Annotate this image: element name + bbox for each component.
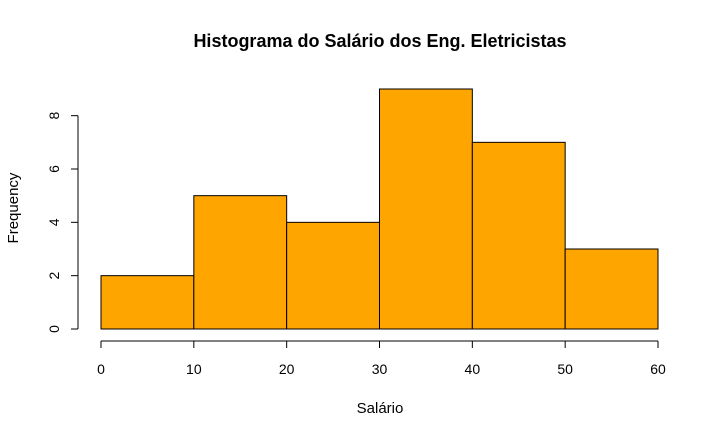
histogram-bar: [193, 195, 288, 330]
histogram-bar: [100, 275, 195, 330]
histogram-bar: [471, 141, 566, 330]
x-tick-label: 40: [465, 361, 481, 377]
x-axis: 0 10 20 30 40 50 60: [97, 340, 666, 377]
bars-group: [100, 88, 659, 330]
x-axis-label: Salário: [357, 400, 404, 417]
x-tick-label: 60: [650, 361, 666, 377]
x-tick-label: 20: [279, 361, 295, 377]
histogram-bar: [564, 248, 659, 330]
x-tick-label: 10: [186, 361, 202, 377]
x-tick-label: 50: [557, 361, 573, 377]
y-tick-label: 2: [46, 272, 62, 280]
x-tick-label: 0: [97, 361, 105, 377]
y-axis: 0 2 4 6 8: [46, 112, 79, 333]
histogram-bar: [379, 88, 473, 330]
y-tick-label: 8: [46, 112, 62, 120]
x-tick-label: 30: [372, 361, 388, 377]
histogram-bar: [286, 221, 380, 330]
chart-title: Histograma do Salário dos Eng. Eletricis…: [193, 31, 566, 51]
y-tick-label: 6: [46, 165, 62, 173]
y-tick-label: 0: [46, 325, 62, 333]
y-tick-label: 4: [46, 218, 62, 226]
y-axis-label: Frequency: [5, 172, 22, 243]
